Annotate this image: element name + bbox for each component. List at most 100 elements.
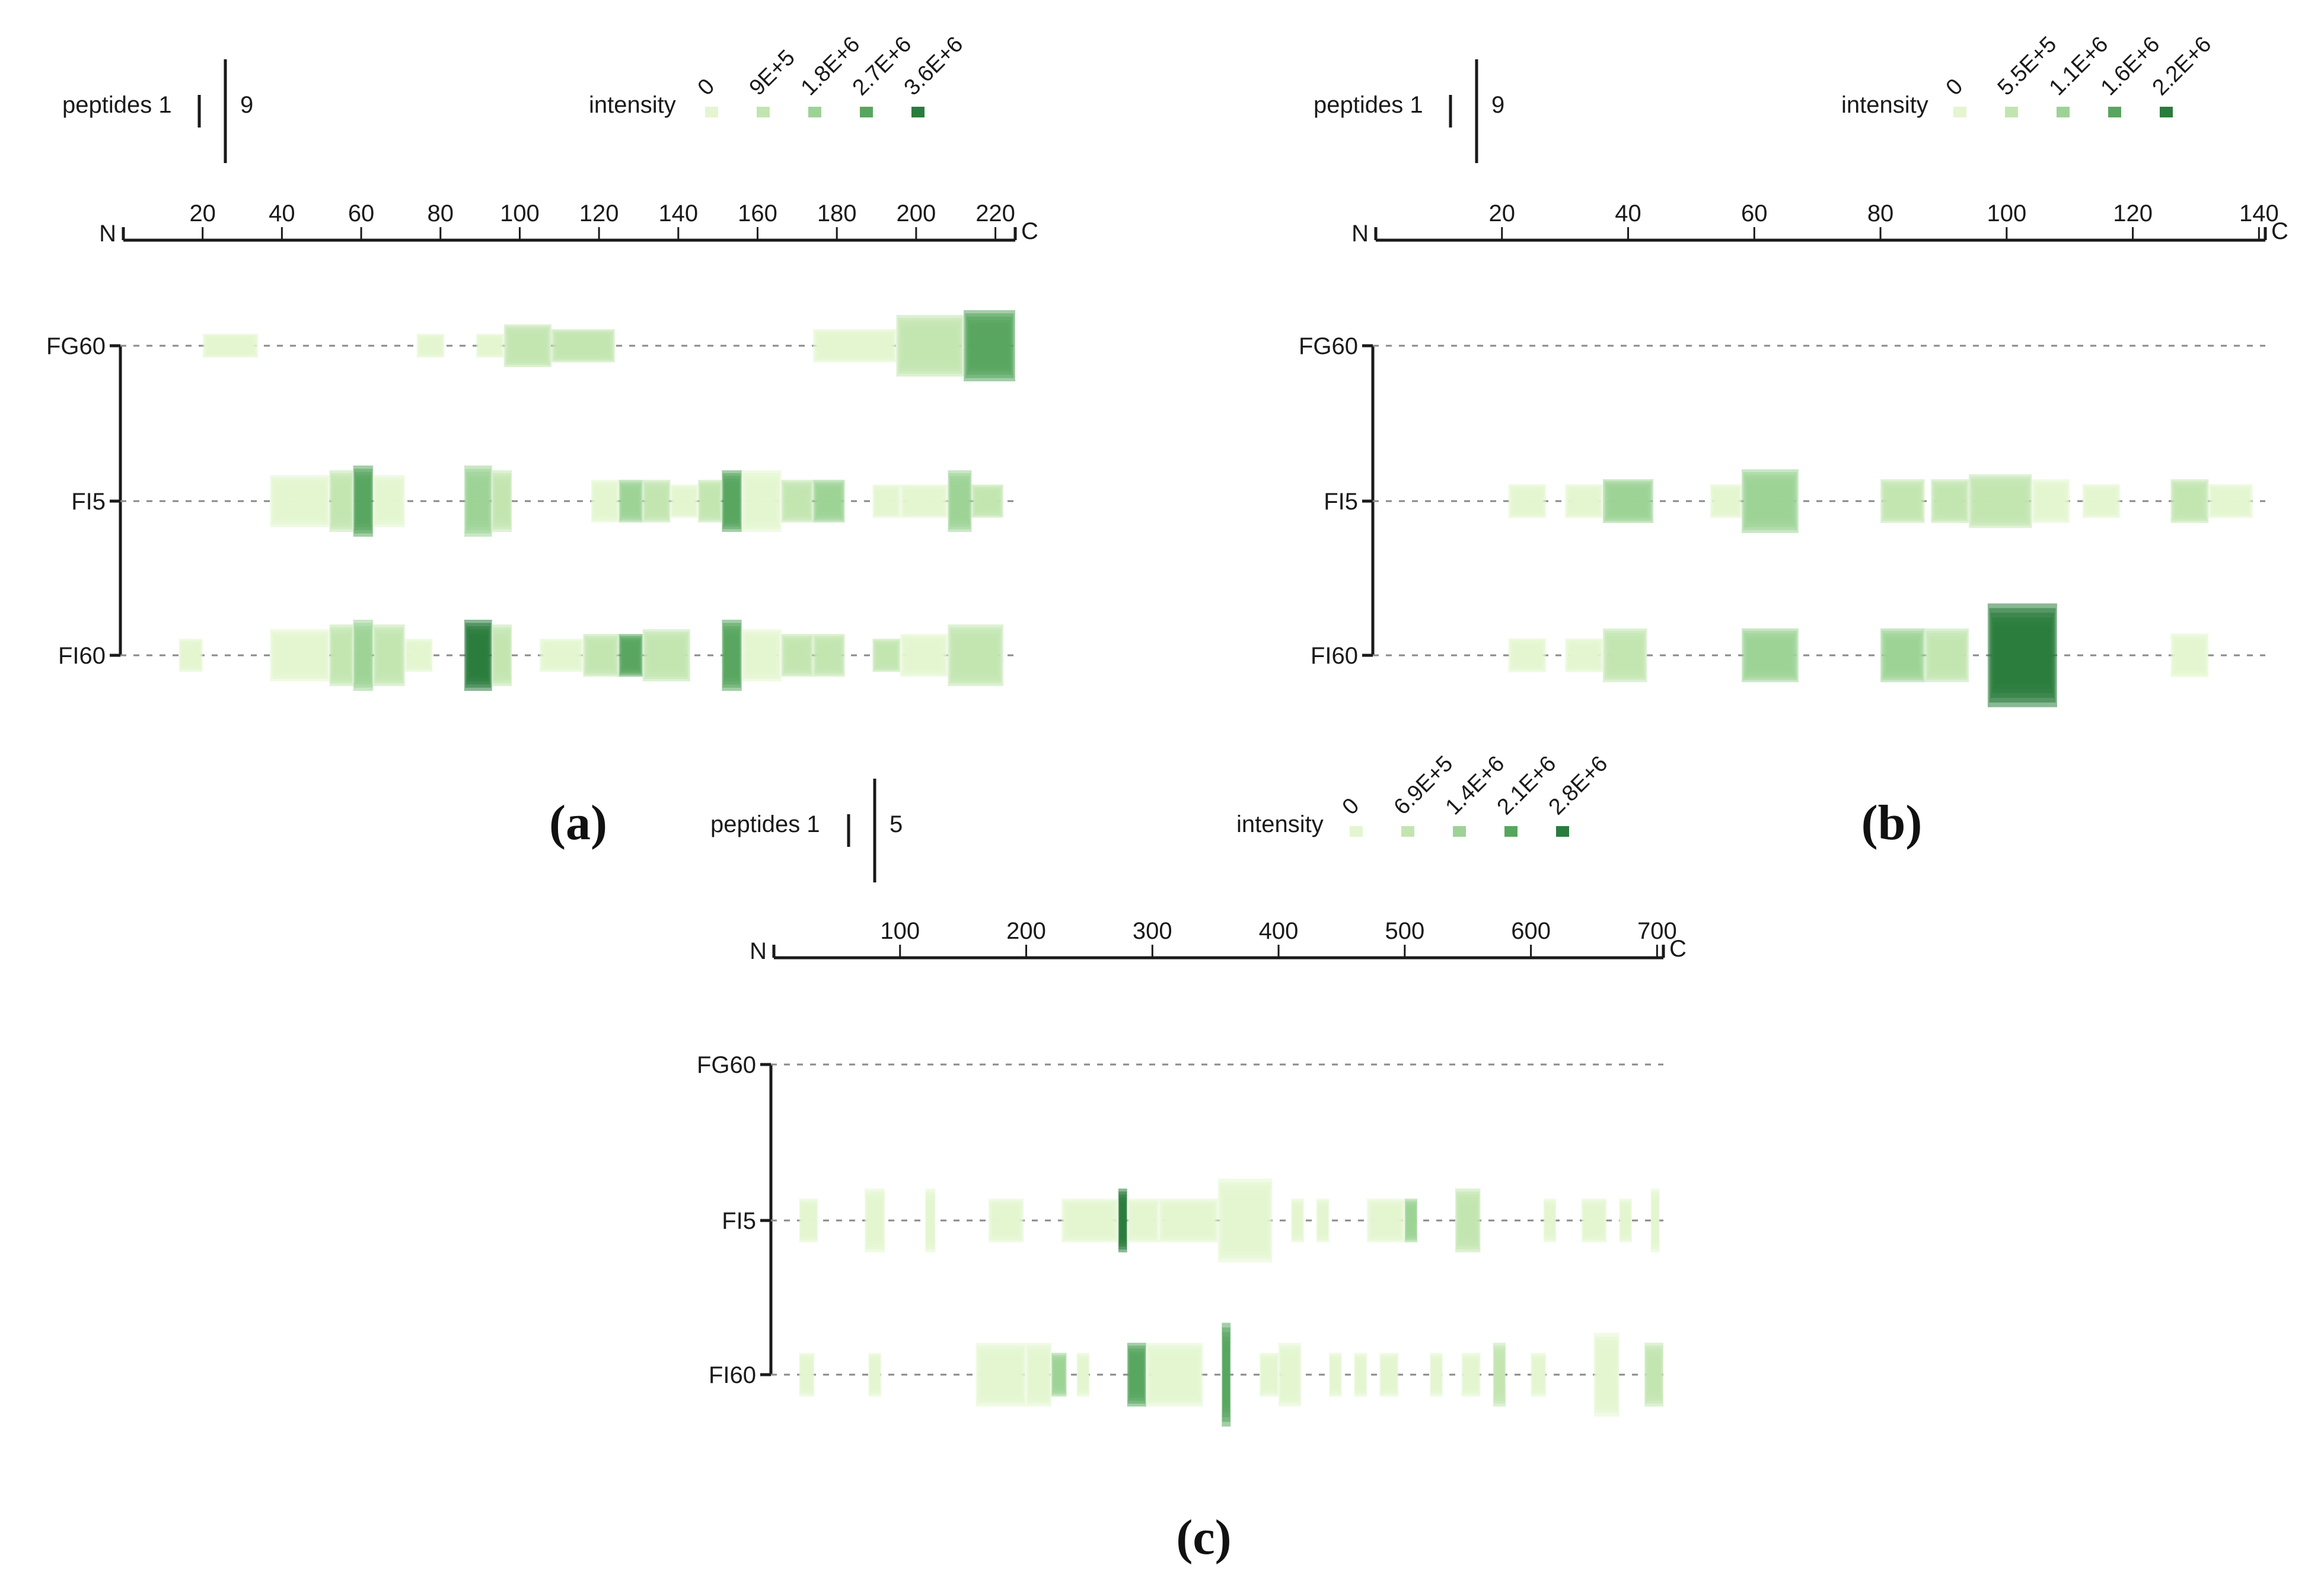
legend-intensity-value: 2.2E+6 — [2148, 32, 2217, 101]
peptide-segment — [1565, 638, 1603, 673]
peptide-segment — [988, 1199, 1024, 1242]
peptide-segment-layer — [2082, 484, 2121, 518]
peptide-segment-layer — [1076, 1353, 1089, 1397]
peptide-segment-layer — [1931, 479, 1969, 523]
peptide-segment-layer — [741, 629, 782, 681]
peptide-segment — [1650, 1188, 1660, 1252]
peptide-segment-layer — [741, 470, 782, 532]
peptide-segment-layer — [799, 1353, 815, 1397]
peptide-segment-layer — [1316, 1199, 1330, 1242]
peptide-segment — [1455, 1188, 1481, 1252]
axis-tick-label: 140 — [2239, 200, 2279, 227]
legend-intensity-label: intensity — [589, 92, 676, 118]
peptide-segment-layer — [964, 310, 1015, 381]
peptide-segment — [896, 315, 964, 377]
sample-row-label: FI5 — [722, 1208, 756, 1234]
peptide-segment — [1026, 1343, 1052, 1407]
peptide-segment — [1279, 1343, 1302, 1407]
peptide-segment — [1602, 479, 1654, 523]
peptide-segment-layer — [619, 480, 643, 522]
peptide-segment — [2208, 484, 2253, 518]
peptide-segment-layer — [1602, 628, 1647, 683]
peptide-segment — [1493, 1343, 1506, 1407]
sample-row: FI5 — [722, 1178, 1663, 1263]
sample-row: FG60 — [46, 310, 1015, 381]
peptide-segment-layer — [1880, 479, 1925, 523]
peptide-segment — [1291, 1199, 1304, 1242]
peptide-segment — [1260, 1353, 1279, 1397]
peptide-segment — [1924, 628, 1969, 683]
sample-row: FI60 — [1311, 603, 2265, 707]
axis-tick-label: 200 — [1006, 918, 1046, 944]
peptide-segment — [270, 629, 330, 681]
peptide-segment-layer — [1379, 1353, 1399, 1397]
peptide-segment-layer — [722, 470, 742, 532]
peptide-segment-layer — [373, 624, 405, 686]
peptide-segment — [353, 620, 374, 691]
peptide-segment-layer — [642, 629, 690, 681]
peptide-segment-layer — [492, 624, 512, 686]
axis-tick-label: 120 — [579, 200, 619, 227]
axis-tick-label: 40 — [1615, 200, 1641, 227]
legend-intensity-label: intensity — [1236, 811, 1324, 837]
peptide-segment — [1742, 469, 1799, 533]
peptide-segment-layer — [1461, 1353, 1481, 1397]
peptide-segment — [1531, 1353, 1547, 1397]
peptide-segment-layer — [591, 480, 619, 522]
peptide-segment — [1644, 1343, 1663, 1407]
peptide-segment-layer — [1291, 1199, 1304, 1242]
axis-tick-label: 20 — [189, 200, 216, 227]
legend-intensity-swatch — [1401, 826, 1414, 837]
peptide-segment-layer — [178, 639, 203, 672]
peptide-segment-layer — [464, 620, 492, 691]
peptide-segment-layer — [2032, 479, 2070, 523]
peptide-segment — [1710, 484, 1742, 518]
peptide-segment — [813, 634, 845, 677]
peptide-segment — [1222, 1322, 1231, 1427]
peptide-segment — [1931, 479, 1969, 523]
peptide-segment — [619, 480, 643, 522]
peptide-segment-layer — [1644, 1343, 1663, 1407]
sample-row: FG60 — [697, 1052, 1663, 1078]
peptide-segment — [539, 639, 584, 672]
peptide-segment — [971, 485, 1003, 518]
peptide-segment — [1742, 628, 1799, 683]
peptide-segment — [722, 620, 742, 691]
axis-tick-label: 600 — [1511, 918, 1551, 944]
peptide-segment-layer — [900, 634, 948, 677]
peptide-segment — [270, 475, 330, 527]
legend-intensity-swatch — [2160, 107, 2173, 117]
peptide-segment-layer — [476, 334, 504, 358]
peptide-segment — [1127, 1199, 1159, 1242]
peptide-segment-layer — [1987, 603, 2057, 707]
peptide-segment — [799, 1199, 818, 1242]
axis-tick-label: 20 — [1489, 200, 1516, 227]
peptide-segment — [492, 624, 512, 686]
peptide-segment — [2032, 479, 2070, 523]
axis-n-label: N — [1351, 221, 1369, 247]
peptide-segment — [1461, 1353, 1481, 1397]
peptide-segment — [373, 475, 405, 527]
peptide-segment — [1051, 1353, 1067, 1397]
peptide-segment-layer — [722, 620, 742, 691]
peptide-segment-layer — [925, 1188, 936, 1252]
peptide-segment-layer — [975, 1343, 1026, 1407]
peptide-segment — [642, 629, 690, 681]
peptide-segment — [813, 480, 845, 522]
peptide-segment — [925, 1188, 936, 1252]
peptide-segment-layer — [1158, 1199, 1218, 1242]
axis-tick-label: 140 — [658, 200, 698, 227]
sample-row: FI5 — [71, 466, 1015, 537]
peptide-segment-layer — [1508, 638, 1547, 673]
peptide-segment — [813, 329, 897, 362]
peptide-segment — [1430, 1353, 1443, 1397]
peptide-segment — [1565, 484, 1603, 518]
peptide-segment — [868, 1353, 881, 1397]
peptide-segment-layer — [492, 470, 512, 532]
peptide-segment-layer — [2170, 479, 2209, 523]
legend-intensity-swatch — [808, 107, 821, 117]
peptide-segment — [2170, 633, 2209, 677]
peptide-segment-layer — [868, 1353, 881, 1397]
